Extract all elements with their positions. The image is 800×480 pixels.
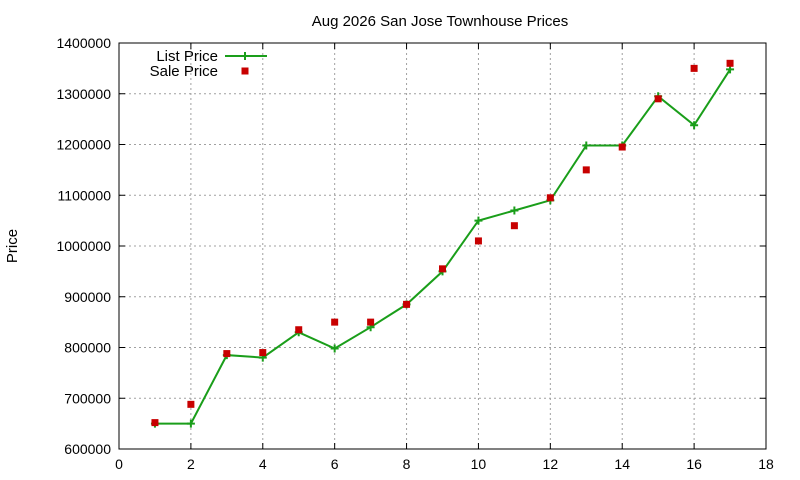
sale-price-point	[295, 326, 303, 334]
x-tick-label: 10	[471, 456, 487, 472]
sale-price-point	[259, 349, 267, 357]
x-tick-label: 14	[614, 456, 630, 472]
series-layer	[150, 59, 735, 428]
legend-marker-sale-price	[241, 67, 249, 75]
x-tick-label: 4	[259, 456, 267, 472]
y-tick-label: 800000	[64, 340, 111, 356]
y-tick-label: 1000000	[56, 238, 111, 254]
chart-title: Aug 2026 San Jose Townhouse Prices	[312, 13, 569, 30]
x-tick-label: 6	[331, 456, 339, 472]
sale-price-point	[582, 166, 590, 174]
axis-ticks: 0 2 4 6 8 10 12 14 16 18 600000 700000 800000 900000 1…	[56, 35, 774, 472]
sale-price-point	[618, 143, 626, 151]
sale-price-point	[439, 265, 446, 273]
sale-price-point	[654, 95, 662, 103]
list-price-point	[186, 419, 195, 428]
sale-price-point	[367, 318, 375, 326]
x-tick-label: 2	[187, 456, 195, 472]
legend-label-list-price: List Price	[156, 48, 218, 65]
legend: List Price Sale Price	[150, 48, 267, 80]
list-price-point	[690, 121, 699, 130]
list-price-point	[510, 206, 519, 215]
sale-price-point	[151, 419, 159, 427]
x-tick-label: 12	[543, 456, 559, 472]
x-tick-label: 16	[686, 456, 702, 472]
x-tick-label: 8	[403, 456, 411, 472]
sale-price-point	[331, 318, 339, 326]
sale-price-point	[223, 350, 231, 358]
y-tick-label: 600000	[64, 441, 111, 457]
y-tick-label: 1400000	[56, 35, 111, 51]
list-price-point	[330, 344, 339, 353]
list-price-point	[582, 141, 591, 150]
legend-marker-list-price	[241, 52, 249, 60]
x-tick-label: 0	[115, 456, 123, 472]
sale-price-point	[474, 237, 482, 245]
sale-price-point	[187, 400, 195, 408]
sale-price-point	[403, 300, 411, 308]
sale-price-point	[546, 194, 554, 202]
legend-label-sale-price: Sale Price	[150, 63, 218, 80]
y-axis-label: Price	[4, 229, 21, 263]
list-price-line	[154, 68, 731, 425]
sale-price-point	[690, 64, 698, 72]
plot-frame	[118, 42, 767, 450]
y-tick-label: 1200000	[56, 137, 111, 153]
sale-price-point	[726, 59, 734, 67]
sale-price-point	[510, 222, 518, 230]
list-price-point	[474, 216, 483, 225]
x-tick-label: 18	[758, 456, 774, 472]
y-tick-label: 900000	[64, 289, 111, 305]
y-tick-label: 700000	[64, 390, 111, 406]
y-tick-label: 1100000	[58, 187, 112, 203]
y-tick-label: 1300000	[56, 86, 111, 102]
